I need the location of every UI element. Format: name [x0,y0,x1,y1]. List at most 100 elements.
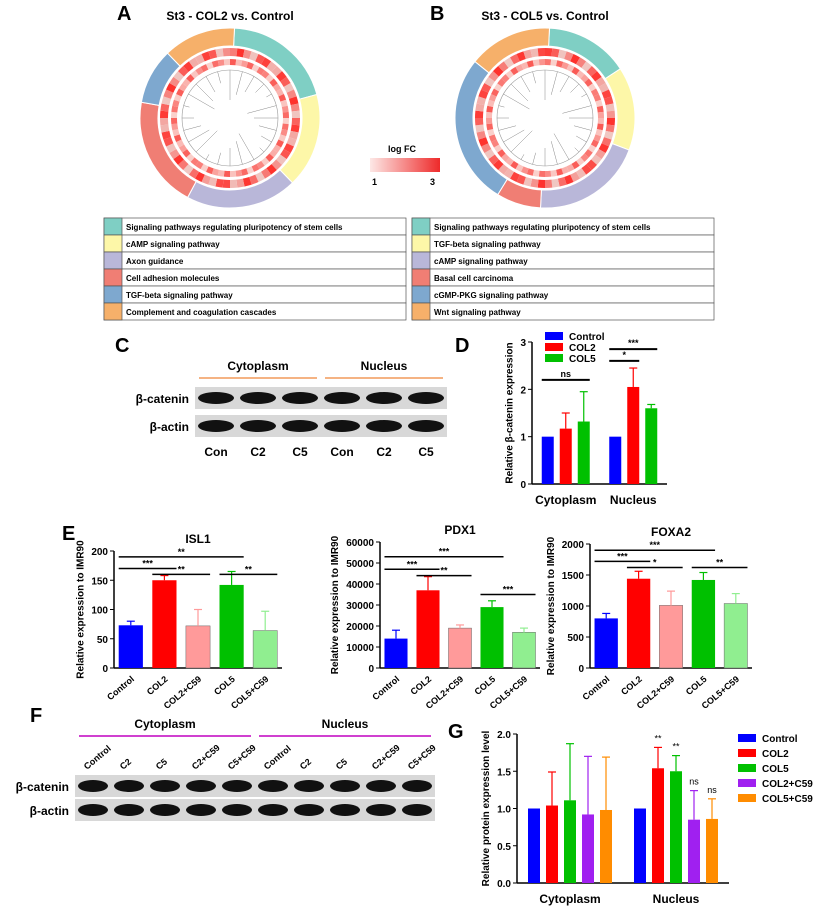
circos-logfc-cell [222,179,230,188]
legend-swatch [411,217,431,236]
circos-dendrogram-branch [258,125,277,131]
circos-logfc-cell [537,179,545,188]
circos-dendrogram-branch [559,76,570,93]
legend-swatch [411,234,431,253]
circos-inner-cell [590,139,599,148]
circos-logfc-cell [591,154,602,165]
blot-band [186,804,216,816]
significance-label: ns [560,369,571,379]
y-tick-label: 50 [97,635,109,646]
circos-dendrogram-branch [244,76,255,93]
legend-swatch [103,217,123,236]
blot-band [222,804,252,816]
y-tick-label: 150 [91,576,108,587]
y-tick-label: 1.5 [497,767,511,778]
significance-label: ** [440,566,448,576]
blot-group-label: Nucleus [322,717,369,731]
logfc-min: 1 [372,177,377,187]
y-tick-label: 100 [91,606,108,617]
circos-logfc-cell [516,51,526,62]
circos-logfc-cell [488,71,499,82]
circos-logfc-cell [280,149,291,160]
bar [582,814,594,883]
blot-band [222,780,252,792]
bar [706,818,718,883]
circos-inner-cell [556,60,564,68]
significance-label: *** [617,551,628,561]
circos-inner-cell [278,134,287,142]
significance-label: * [622,350,626,360]
circos-inner-cell [173,134,182,142]
circos-logfc-cell [603,96,614,106]
blot-band [240,392,276,404]
circos-dendrogram-branch [205,154,210,160]
circos-logfc-cell [177,159,189,171]
legend-swatch [103,285,123,304]
circos-inner-cell [223,59,230,66]
circos-logfc-cell [230,179,238,188]
circos-a-title: St3 - COL2 vs. Control [166,9,293,23]
y-tick-label: 2000 [562,540,585,551]
circos-logfc-cell [169,149,180,160]
bar [219,584,244,668]
x-tick-label: COL5 [684,674,709,697]
circos-logfc-cell [537,48,545,57]
legend-label: cAMP signaling pathway [126,240,220,249]
blot-lane-label: C2 [250,445,266,459]
circos-inner-cell [261,157,270,166]
circos-inner-cell [246,166,254,175]
y-tick-label: 60000 [346,538,374,549]
blot-band [408,420,444,432]
circos-dendrogram-branch [581,93,587,98]
blot-lane-label: C2 [376,445,392,459]
circos-inner-cell [280,129,288,137]
circos-logfc-cell [290,103,300,112]
circos-inner-cell [571,160,580,170]
circos-dendrogram-branch [576,135,587,143]
circos-logfc-cell [261,57,272,68]
bar [645,408,658,484]
circos-logfc-cell [283,83,294,93]
circos-dendrogram-branch [247,105,277,114]
circos-dendrogram-branch [195,130,218,153]
legend-swatch [103,234,123,253]
blot-lane-label: Control [262,743,293,771]
circos-logfc-cell [598,83,609,93]
blot-band [150,780,180,792]
circos-logfc-cell [530,48,539,58]
bar [541,436,554,484]
chart-title: ISL1 [185,532,211,546]
circos-inner-cell [265,74,274,83]
circos-logfc-cell [215,48,224,58]
circos-inner-cell [206,61,214,70]
chart-e-pdx1: 0 10000 20000 30000 40000 50000 60000 Relative … [330,523,540,711]
circos-inner-cell [486,105,494,113]
significance-label: *** [439,547,450,557]
circos-inner-cell [486,123,494,131]
blot-lane-label: C5+C59 [226,742,258,771]
blot-row-label: β-catenin [136,392,189,406]
x-tick-label: Control [581,674,612,702]
significance-label: *** [628,338,639,348]
blot-row-label: β-catenin [16,780,69,794]
circos-logfc-cell [523,49,533,60]
circos-inner-cell [251,64,260,73]
bar [564,800,576,883]
blot-band [366,804,396,816]
legend-label: TGF-beta signaling pathway [434,240,541,249]
circos-inner-cell [235,59,243,67]
circos-inner-cell [526,168,534,176]
circos-inner-cell [486,111,493,118]
circos-inner-cell [272,144,282,153]
significance-label: ** [245,564,253,574]
circos-logfc-cell [249,51,259,62]
circos-inner-cell [256,160,265,170]
circos-logfc-cell [510,171,520,182]
y-tick-label: 2 [520,385,526,396]
circos-logfc-cell [498,164,509,175]
blot-row-label: β-actin [150,420,189,434]
circos-inner-cell [595,129,603,137]
legend-swatch [738,779,756,787]
circos-logfc-cell [576,168,587,179]
circos-logfc-cell [290,124,300,133]
